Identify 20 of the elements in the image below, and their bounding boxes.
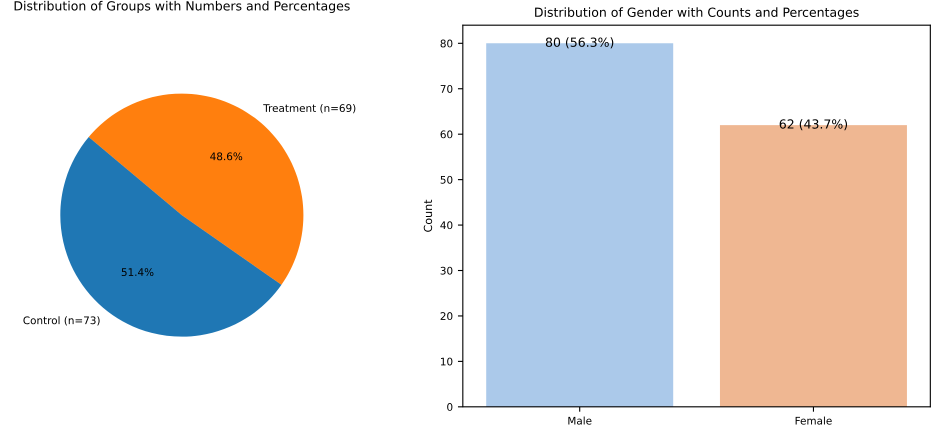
data-label: 51.4% xyxy=(122,268,154,276)
y-tick-label: 80 xyxy=(440,40,452,48)
x-tick-label: Female xyxy=(796,416,832,425)
data-label: 80 (56.3%) xyxy=(546,37,614,48)
chart-title: Distribution of Gender with Counts and Percentages xyxy=(535,7,859,20)
y-tick-label: 10 xyxy=(440,358,452,366)
slice-label: Treatment (n=69) xyxy=(263,104,356,114)
x-tick-label: Male xyxy=(568,416,592,425)
y-tick-label: 40 xyxy=(440,221,452,230)
y-axis-title: Count xyxy=(424,200,432,232)
y-tick-label: 70 xyxy=(440,84,452,93)
y-tick-label: 0 xyxy=(447,403,452,411)
y-tick-label: 30 xyxy=(440,266,452,275)
chart-title: Distribution of Groups with Numbers and Percentages xyxy=(14,0,350,14)
data-label: 48.6% xyxy=(210,152,242,160)
y-tick-label: 50 xyxy=(440,176,452,184)
y-tick-label: 20 xyxy=(440,312,452,320)
y-tick-label: 60 xyxy=(440,130,452,138)
data-label: 62 (43.7%) xyxy=(780,119,848,130)
slice-label: Control (n=73) xyxy=(23,316,100,326)
